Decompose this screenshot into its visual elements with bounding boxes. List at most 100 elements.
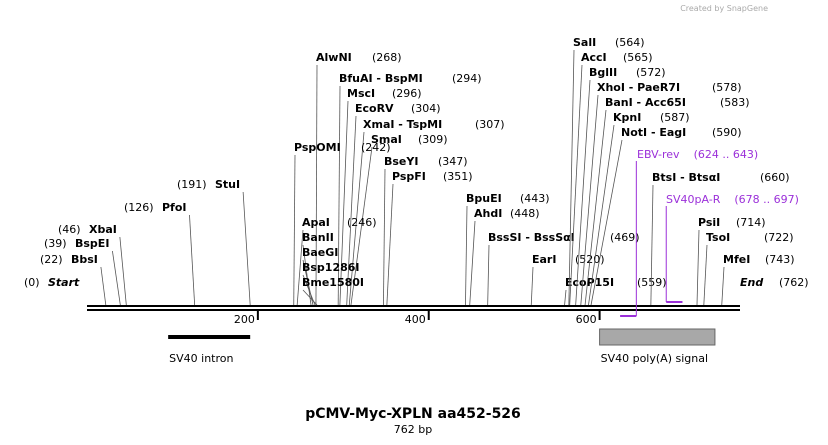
feature-bar <box>168 335 251 339</box>
enzyme-name: PsiI <box>698 216 720 229</box>
primer-name: EBV-rev <box>637 148 680 161</box>
enzyme-position: (448) <box>510 207 540 220</box>
cut-site-line <box>650 184 654 306</box>
cut-site-line <box>315 64 318 306</box>
cut-site-line <box>350 146 373 306</box>
enzyme-name: EcoRV <box>355 102 394 115</box>
cut-site-line <box>302 274 316 306</box>
enzyme-position: (762) <box>779 276 809 289</box>
cut-site-line <box>302 244 312 306</box>
cut-site-line <box>487 244 490 306</box>
enzyme-position: (296) <box>392 87 422 100</box>
enzyme-position: (559) <box>637 276 667 289</box>
cut-site-line <box>469 220 476 306</box>
enzyme-name: Bme1580I <box>302 276 364 289</box>
primer-range: (678 .. 697) <box>734 193 799 206</box>
cut-site-line <box>346 115 357 306</box>
tick-label: 200 <box>234 313 255 326</box>
enzyme-name: BanII <box>302 231 334 244</box>
enzyme-name: BpuEI <box>466 192 502 205</box>
enzyme-position: (443) <box>520 192 550 205</box>
enzyme-name: XhoI - PaeR7I <box>597 81 680 94</box>
enzyme-position: (22) <box>40 253 63 266</box>
cut-site-line <box>112 250 121 306</box>
enzyme-position: (660) <box>760 171 790 184</box>
enzyme-name: MscI <box>347 87 375 100</box>
cut-site-line <box>568 49 575 306</box>
enzyme-name: PfoI <box>162 201 187 214</box>
enzyme-name: PspFI <box>392 170 426 183</box>
enzyme-name: BssSI - BssSαI <box>488 231 575 244</box>
title: pCMV-Myc-XPLN aa452-526 <box>305 406 521 422</box>
enzyme-name: MfeI <box>723 253 750 266</box>
enzyme-position: (347) <box>438 155 468 168</box>
cut-site-line <box>348 131 365 306</box>
cut-site-line <box>242 191 251 306</box>
cut-site-line <box>465 205 468 306</box>
cut-site-line <box>580 94 599 306</box>
enzyme-name: BtsI - BtsαI <box>652 171 720 184</box>
enzyme-name: EcoP15I <box>565 276 614 289</box>
enzyme-name: TsoI <box>706 231 730 244</box>
cut-site-line <box>296 229 304 306</box>
cut-site-line <box>302 289 318 306</box>
enzyme-position: (590) <box>712 126 742 139</box>
enzyme-position: (191) <box>177 178 207 191</box>
enzyme-position: (246) <box>347 216 377 229</box>
enzyme-name: End <box>740 276 763 289</box>
enzyme-name: AlwNI <box>316 51 352 64</box>
cut-site-line <box>339 100 349 306</box>
enzyme-name: BfuAI - BspMI <box>339 72 423 85</box>
cut-site-line <box>569 64 583 306</box>
cut-site-line <box>383 168 386 306</box>
tick-label: 600 <box>576 313 597 326</box>
enzyme-name: SmaI <box>371 133 402 146</box>
enzyme-position: (294) <box>452 72 482 85</box>
enzyme-name: BglII <box>589 66 617 79</box>
cut-site-line <box>564 289 567 306</box>
enzyme-position: (587) <box>660 111 690 124</box>
cut-site-line <box>386 183 394 306</box>
enzyme-name: XbaI <box>89 223 117 236</box>
enzyme-name: Bsp1286I <box>302 261 360 274</box>
enzyme-name: ApaI <box>302 216 330 229</box>
enzyme-name: KpnI <box>613 111 641 124</box>
enzyme-position: (304) <box>411 102 441 115</box>
credit: Created by SnapGene <box>680 4 768 13</box>
enzyme-name: EarI <box>532 253 556 266</box>
enzyme-position: (583) <box>720 96 750 109</box>
enzyme-position: (469) <box>610 231 640 244</box>
cut-site-line <box>293 154 296 306</box>
primer-range: (624 .. 643) <box>694 148 759 161</box>
cut-site-line <box>590 139 623 306</box>
cut-site-line <box>189 214 196 306</box>
enzyme-position: (126) <box>124 201 154 214</box>
enzyme-name: BseYI <box>384 155 418 168</box>
enzyme-name: NotI - EagI <box>621 126 686 139</box>
cut-site-line <box>337 85 341 306</box>
feature-label: SV40 intron <box>169 352 233 365</box>
cut-site-line <box>119 236 127 306</box>
enzyme-name: PspOMI <box>294 141 341 154</box>
cut-site-line <box>584 109 607 306</box>
enzyme-name: BanI - Acc65I <box>605 96 686 109</box>
enzyme-position: (722) <box>764 231 794 244</box>
enzyme-position: (565) <box>623 51 653 64</box>
enzyme-position: (46) <box>58 223 81 236</box>
enzyme-name: BaeGI <box>302 246 338 259</box>
enzyme-name: AhdI <box>474 207 502 220</box>
feature-bar <box>599 328 716 346</box>
enzyme-position: (743) <box>765 253 795 266</box>
cut-site-line <box>100 266 107 306</box>
enzyme-position: (572) <box>636 66 666 79</box>
enzyme-position: (714) <box>736 216 766 229</box>
cut-site-line <box>575 79 591 306</box>
enzyme-position: (0) <box>24 276 40 289</box>
enzyme-position: (564) <box>615 36 645 49</box>
enzyme-position: (351) <box>443 170 473 183</box>
enzyme-position: (242) <box>361 141 391 154</box>
enzyme-name: Start <box>48 276 80 289</box>
enzyme-position: (307) <box>475 118 505 131</box>
